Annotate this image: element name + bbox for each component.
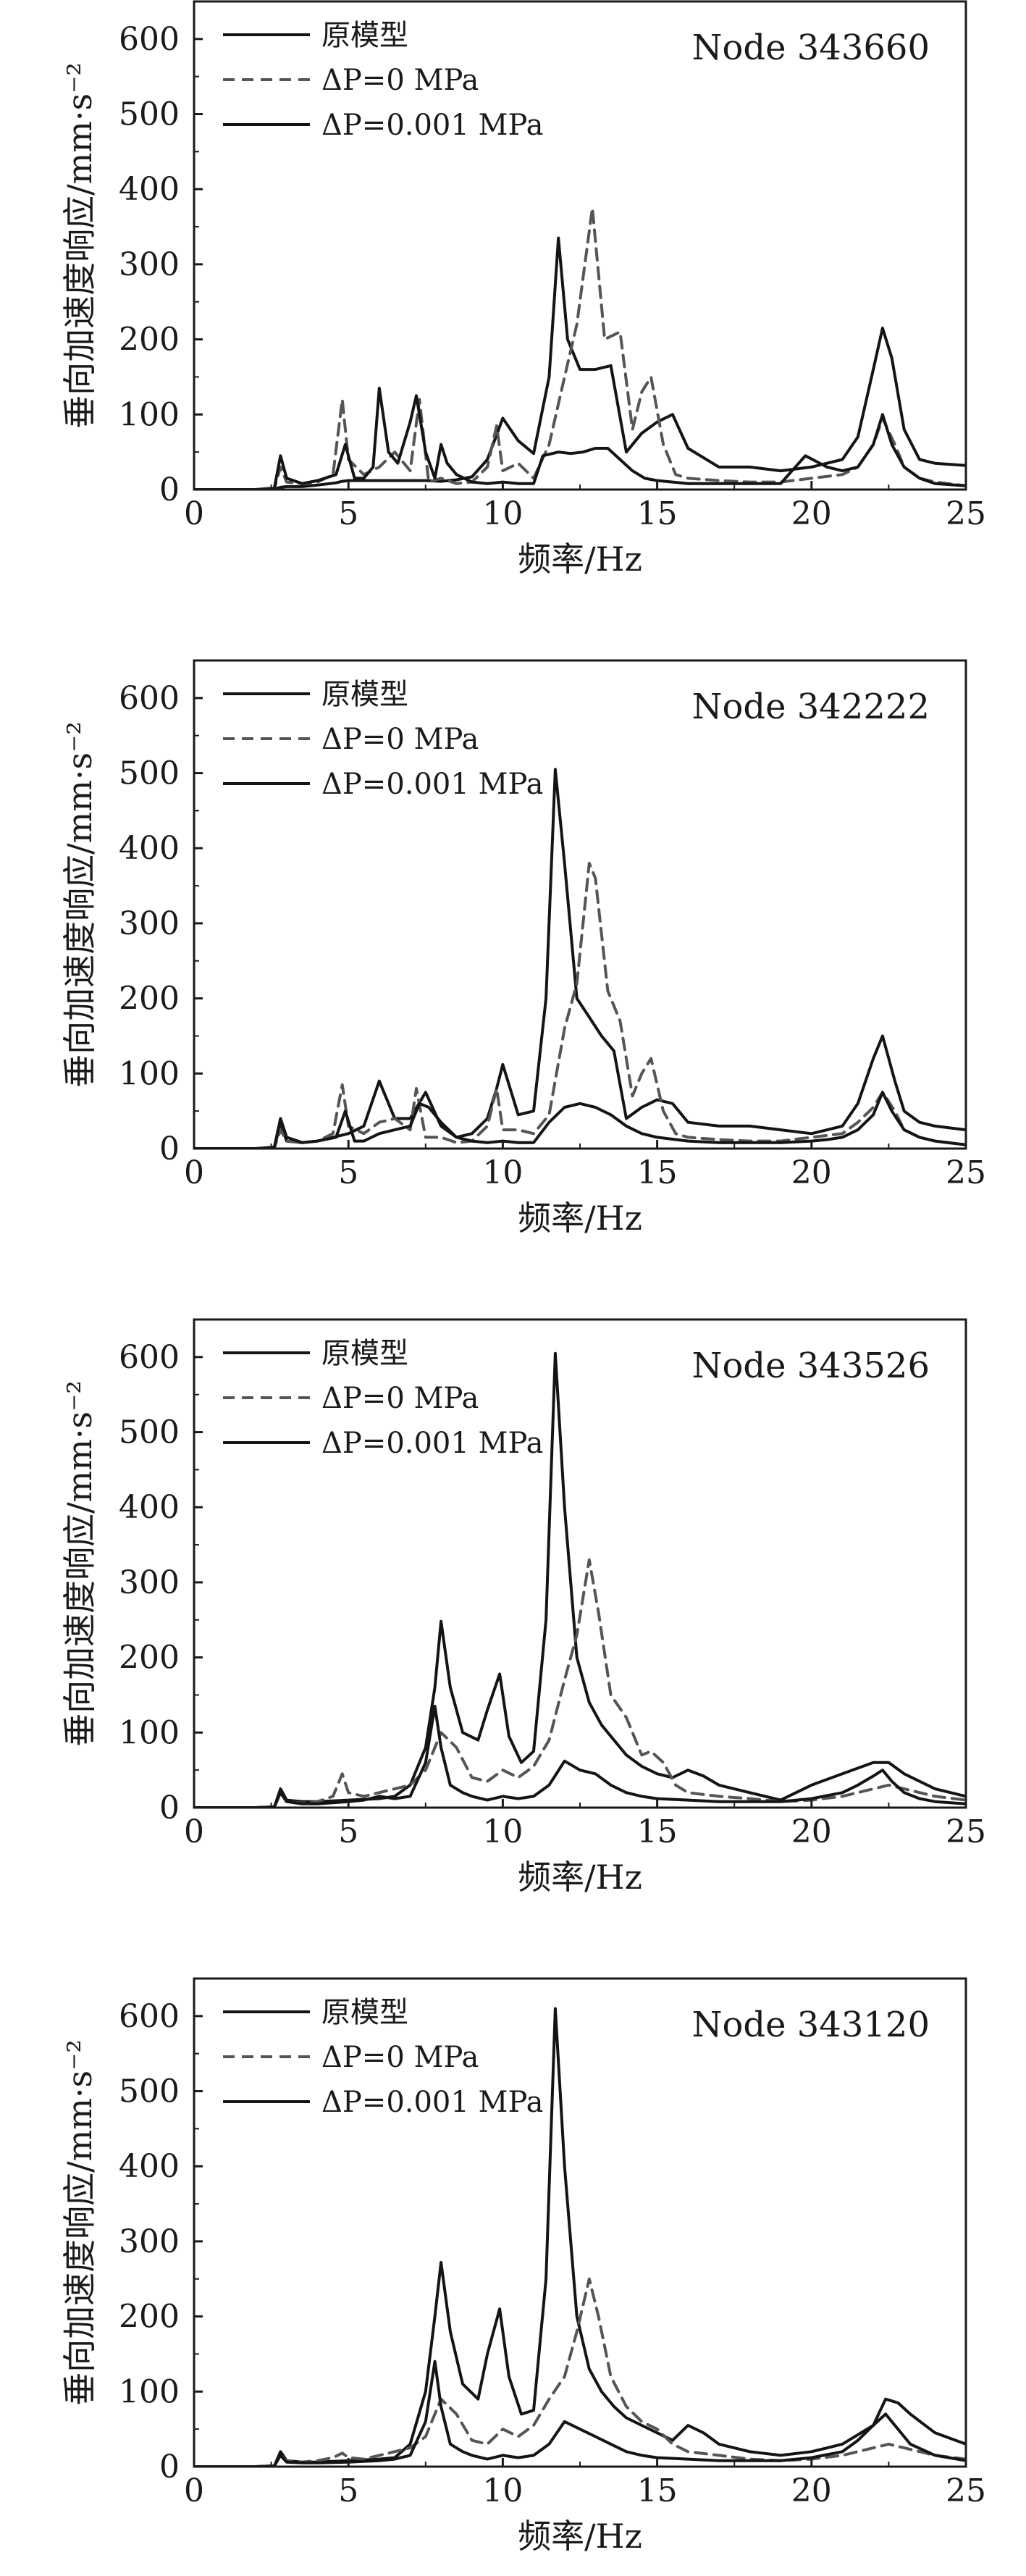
x-axis-title: 频率/Hz	[518, 540, 642, 579]
y-tick-label: 0	[159, 1790, 180, 1826]
legend-label: ΔP=0 MPa	[321, 723, 479, 756]
y-axis-title: 垂向加速度响应/mm·s⁻²	[60, 721, 99, 1088]
y-tick-label: 500	[119, 2073, 180, 2110]
y-tick-label: 400	[119, 171, 180, 208]
y-axis-title: 垂向加速度响应/mm·s⁻²	[60, 2039, 99, 2406]
y-tick-label: 0	[159, 471, 180, 508]
x-tick-label: 20	[791, 495, 832, 532]
series-line-dp-0-001	[194, 1091, 966, 1149]
x-tick-label: 25	[946, 2472, 986, 2509]
series-line-dp-0-001	[194, 2359, 966, 2467]
chart-panel-2: 0 5 10 15 20 25 0 100 200 300 400 500 600 频率/Hz 垂向加速度响…	[60, 659, 986, 1238]
x-tick-label: 15	[637, 2472, 678, 2509]
x-tick-label: 5	[338, 1154, 358, 1191]
x-tick-label: 15	[637, 495, 678, 532]
plot-frame	[193, 659, 967, 1150]
x-axis-title: 频率/Hz	[518, 1199, 642, 1238]
chart-panel-3: 0 5 10 15 20 25 0 100 200 300 400 500 600 频率/Hz 垂向加速度响…	[60, 1318, 986, 1897]
x-tick-label: 15	[637, 1813, 678, 1850]
x-tick-label: 15	[637, 1154, 678, 1191]
legend-label: ΔP=0.001 MPa	[321, 1427, 543, 1460]
y-tick-label: 600	[119, 1998, 180, 2035]
y-tick-label: 500	[119, 96, 180, 133]
y-tick-label: 400	[119, 830, 180, 867]
plot-frame	[193, 1977, 967, 2468]
y-tick-label: 400	[119, 1489, 180, 1526]
y-tick-label: 100	[119, 396, 180, 433]
legend-label: ΔP=0.001 MPa	[321, 2086, 543, 2119]
legend-label: ΔP=0 MPa	[321, 1382, 479, 1415]
x-tick-label: 5	[338, 495, 358, 532]
y-tick-label: 100	[119, 2373, 180, 2410]
y-tick-label: 100	[119, 1055, 180, 1092]
x-tick-label: 0	[184, 1813, 204, 1850]
legend-label: ΔP=0.001 MPa	[321, 109, 543, 142]
legend-label: 原模型	[321, 1337, 408, 1370]
series-line-dp-0-001	[194, 387, 966, 490]
y-tick-label: 600	[119, 1339, 180, 1376]
x-tick-label: 0	[184, 1154, 204, 1191]
y-tick-label: 300	[119, 2223, 180, 2260]
y-tick-label: 0	[159, 2449, 180, 2485]
y-tick-label: 100	[119, 1714, 180, 1751]
node-label: Node 343526	[691, 1346, 930, 1386]
y-tick-label: 200	[119, 2299, 180, 2336]
series-line-original-model	[194, 768, 966, 1149]
chart-panel-4: 0 5 10 15 20 25 0 100 200 300 400 500 600 频率/Hz 垂向加速度响…	[60, 1977, 986, 2556]
legend-label: 原模型	[321, 1996, 408, 2029]
x-tick-label: 20	[791, 1154, 832, 1191]
x-tick-label: 25	[946, 495, 986, 532]
x-tick-label: 5	[338, 2472, 358, 2509]
series-line-original-model	[194, 2007, 966, 2467]
y-tick-label: 600	[119, 21, 180, 58]
node-label: Node 342222	[691, 687, 930, 727]
plot-frame	[193, 1318, 967, 1809]
y-tick-label: 200	[119, 322, 180, 358]
series-line-original-model	[194, 236, 966, 490]
y-tick-label: 300	[119, 1564, 180, 1601]
x-tick-label: 10	[482, 2472, 523, 2509]
series-line-dp-0	[194, 206, 966, 490]
legend-label: ΔP=0 MPa	[321, 2041, 479, 2074]
x-tick-label: 0	[184, 2472, 204, 2509]
x-tick-label: 20	[791, 1813, 832, 1850]
x-tick-label: 0	[184, 495, 204, 532]
series-line-original-model	[194, 1351, 966, 1808]
y-tick-label: 500	[119, 1414, 180, 1451]
x-tick-label: 10	[482, 1154, 523, 1191]
x-tick-label: 10	[482, 1813, 523, 1850]
y-tick-label: 600	[119, 680, 180, 717]
y-tick-label: 300	[119, 905, 180, 942]
y-axis-title: 垂向加速度响应/mm·s⁻²	[60, 62, 99, 429]
x-tick-label: 10	[482, 495, 523, 532]
chart-panel-1: 0 5 10 15 20 25 0 100 200 300 400 500 600 频率/Hz 垂向加速度响…	[60, 0, 986, 579]
x-tick-label: 20	[791, 2472, 832, 2509]
y-axis-title: 垂向加速度响应/mm·s⁻²	[60, 1380, 99, 1747]
x-axis-title: 频率/Hz	[518, 2517, 642, 2556]
x-axis-title: 频率/Hz	[518, 1858, 642, 1897]
y-tick-label: 0	[159, 1130, 180, 1167]
y-tick-label: 200	[119, 1640, 180, 1677]
y-tick-label: 400	[119, 2148, 180, 2185]
legend-label: 原模型	[321, 678, 408, 711]
legend-label: 原模型	[321, 19, 408, 52]
series-line-dp-0-001	[194, 1705, 966, 1808]
x-tick-label: 5	[338, 1813, 358, 1850]
plot-frame	[193, 0, 967, 491]
y-tick-label: 200	[119, 981, 180, 1018]
x-tick-label: 25	[946, 1813, 986, 1850]
y-tick-label: 500	[119, 755, 180, 792]
y-tick-label: 300	[119, 246, 180, 283]
legend-label: ΔP=0.001 MPa	[321, 768, 543, 801]
node-label: Node 343120	[691, 2005, 930, 2045]
legend-label: ΔP=0 MPa	[321, 64, 479, 97]
series-line-dp-0	[194, 862, 966, 1149]
node-label: Node 343660	[691, 28, 930, 68]
x-tick-label: 25	[946, 1154, 986, 1191]
